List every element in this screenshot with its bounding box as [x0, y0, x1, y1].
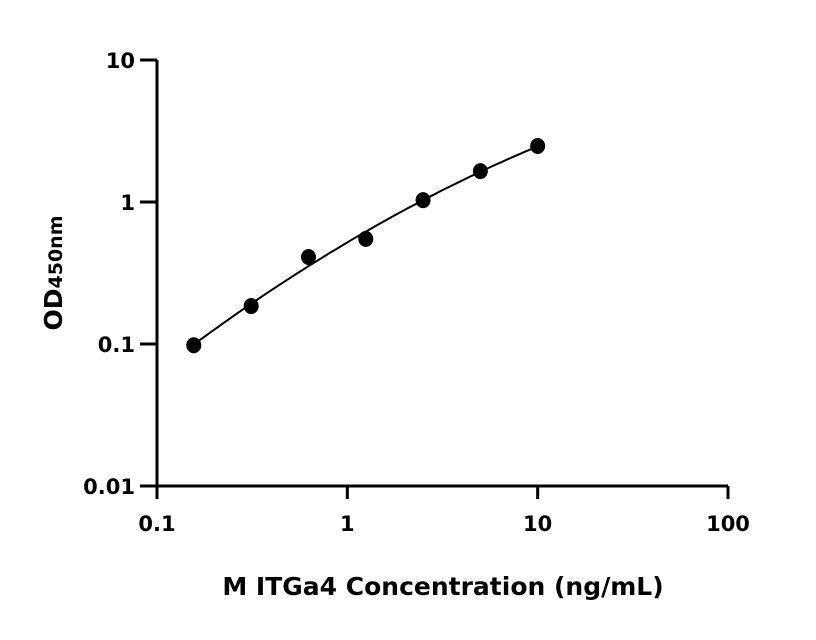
- y-axis-title: OD450nm: [39, 215, 68, 330]
- x-tick-label: 100: [706, 512, 750, 536]
- y-axis-title-main: OD: [39, 288, 68, 330]
- y-tick-label: 0.1: [98, 333, 135, 357]
- data-point: [415, 192, 431, 209]
- y-tick-label: 1: [120, 191, 135, 215]
- data-point: [243, 298, 259, 315]
- y-tick-label: 10: [106, 49, 135, 73]
- x-tick-label: 0.1: [138, 512, 175, 536]
- x-axis-title: M ITGa4 Concentration (ng/mL): [222, 572, 663, 601]
- x-tick-label: 1: [340, 512, 355, 536]
- y-axis-title-subscript: 450nm: [45, 215, 67, 288]
- data-point: [300, 248, 316, 265]
- data-point: [530, 137, 546, 154]
- y-tick-label: 0.01: [83, 475, 135, 499]
- data-point: [472, 163, 488, 180]
- data-points: [186, 137, 546, 354]
- x-tick-label: 10: [523, 512, 552, 536]
- data-point: [186, 337, 202, 354]
- data-point: [358, 230, 374, 247]
